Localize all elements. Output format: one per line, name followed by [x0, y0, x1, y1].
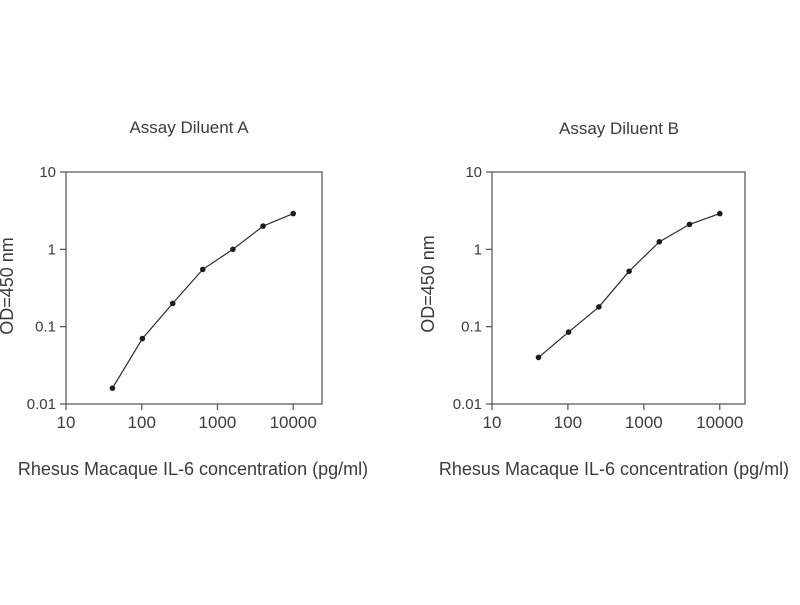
- x-tick-label: 1000: [625, 413, 663, 432]
- data-point-marker: [717, 210, 723, 217]
- data-point-marker: [626, 268, 632, 275]
- chart-title: Assay Diluent B: [559, 119, 679, 138]
- x-tick-label: 1000: [199, 413, 237, 432]
- data-point-marker: [535, 354, 542, 361]
- data-point-marker: [200, 266, 206, 273]
- series-line: [538, 213, 721, 358]
- x-tick-label: 100: [554, 413, 582, 432]
- chart-assay-diluent-a: Assay Diluent A 0.01 0.1 1 10 10 100 1000 10000 O…: [0, 118, 368, 479]
- x-tick-label: 10: [57, 413, 76, 432]
- data-point-marker: [109, 385, 116, 392]
- chart-title: Assay Diluent A: [129, 118, 249, 137]
- plot-box: [491, 171, 746, 405]
- y-tick-label: 0.1: [461, 319, 482, 336]
- y-axis-label: OD=450 nm: [418, 235, 438, 333]
- y-tick-label: 0.01: [27, 396, 56, 413]
- x-axis-label: Rhesus Macaque IL-6 concentration (pg/ml…: [439, 459, 789, 479]
- series-line: [111, 213, 294, 389]
- plot-box: [65, 171, 323, 405]
- x-axis-label: Rhesus Macaque IL-6 concentration (pg/ml…: [18, 459, 368, 479]
- y-tick-label: 0.01: [453, 396, 482, 413]
- data-point-marker: [686, 221, 693, 228]
- data-point-marker: [169, 300, 176, 307]
- data-point-marker: [596, 304, 602, 310]
- data-point-marker: [260, 223, 266, 229]
- data-point-marker: [139, 335, 146, 342]
- x-tick-label: 10000: [696, 413, 743, 432]
- y-axis-label: OD=450 nm: [0, 237, 17, 335]
- data-point-marker: [656, 239, 663, 245]
- data-point-marker: [290, 210, 297, 217]
- data-point-marker: [565, 329, 572, 335]
- y-tick-label: 10: [39, 164, 56, 181]
- x-tick-label: 100: [128, 413, 156, 432]
- y-tick-label: 1: [474, 241, 482, 258]
- chart-assay-diluent-b: Assay Diluent B 0.01 0.1 1 10 10 100 1000 10000 O…: [418, 119, 789, 479]
- data-point-marker: [230, 246, 236, 253]
- x-tick-label: 10000: [270, 413, 317, 432]
- y-tick-label: 1: [48, 241, 56, 258]
- y-tick-label: 10: [465, 164, 482, 181]
- x-tick-label: 10: [483, 413, 502, 432]
- y-tick-label: 0.1: [35, 319, 56, 336]
